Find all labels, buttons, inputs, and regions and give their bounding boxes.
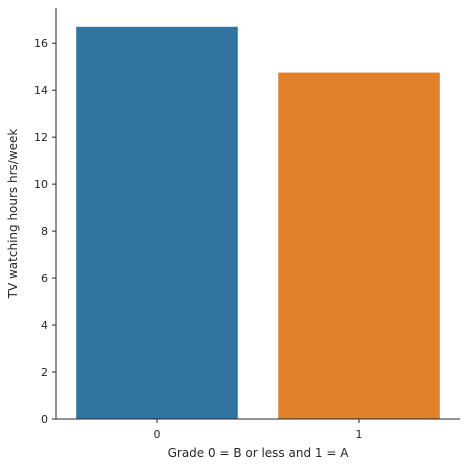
y-axis-label: TV watching hours hrs/week xyxy=(6,129,20,300)
bars xyxy=(76,26,440,419)
x-tick-label-0: 0 xyxy=(154,428,161,441)
x-tick-label-1: 1 xyxy=(356,428,363,441)
y-tick-label-8: 8 xyxy=(41,225,48,238)
y-tick-label-16: 16 xyxy=(34,37,48,50)
y-tick-label-12: 12 xyxy=(34,131,48,144)
y-tick-label-2: 2 xyxy=(41,366,48,379)
y-tick-label-4: 4 xyxy=(41,319,48,332)
y-axis-ticks: 0 2 4 6 8 10 12 14 16 xyxy=(34,37,56,426)
x-axis-label: Grade 0 = B or less and 1 = A xyxy=(168,446,350,460)
y-tick-label-0: 0 xyxy=(41,413,48,426)
y-tick-label-10: 10 xyxy=(34,178,48,191)
y-tick-label-6: 6 xyxy=(41,272,48,285)
y-tick-label-14: 14 xyxy=(34,84,48,97)
bar-0 xyxy=(76,26,238,419)
bar-1 xyxy=(278,72,440,419)
